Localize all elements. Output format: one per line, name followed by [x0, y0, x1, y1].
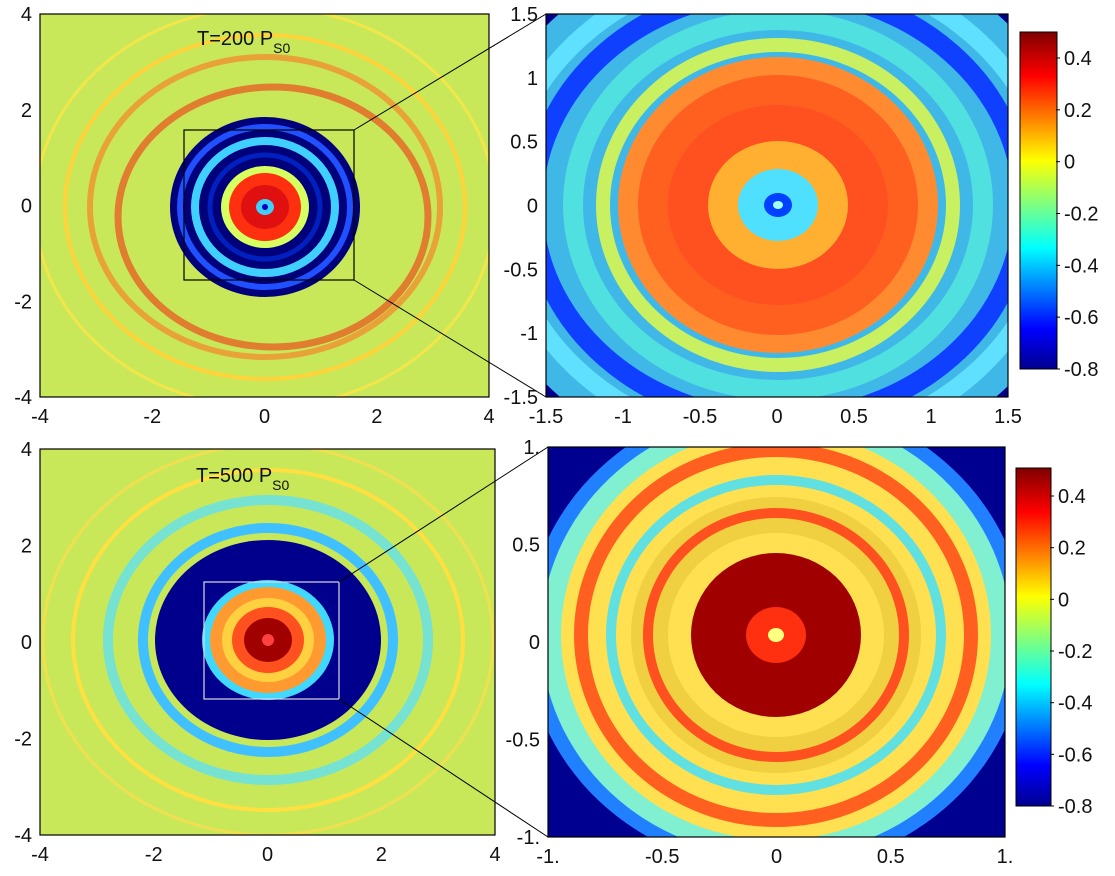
x-tick-label: -2 [143, 406, 161, 428]
x-tick-label: 0.5 [877, 846, 905, 868]
zoom-box [183, 129, 355, 281]
y-tick-label: 0 [21, 196, 32, 218]
colorbar-tick-label: 0 [1064, 152, 1075, 174]
x-tick-label: -4 [31, 844, 49, 866]
heatmap-panel-t200-full [40, 14, 489, 397]
heatmap-panel-t500-zoom [548, 447, 1005, 837]
colorbar-tick-label: -0.2 [1058, 641, 1092, 663]
colorbar [1019, 31, 1058, 370]
y-tick-label: -1.5 [504, 387, 538, 409]
y-tick-label: 0.5 [510, 132, 538, 154]
y-tick-label: 2 [21, 100, 32, 122]
colorbar-tick-label: -0.4 [1058, 693, 1092, 715]
x-tick-label: 0.5 [840, 406, 868, 428]
x-tick-label: -1 [614, 406, 632, 428]
density-ring [606, 475, 946, 795]
x-tick-label: 1 [925, 406, 936, 428]
x-tick-label: -4 [31, 406, 49, 428]
zoom-connector-line [338, 698, 549, 838]
colorbar-tick-label: -0.8 [1058, 796, 1092, 818]
x-tick-label: -0.5 [683, 406, 717, 428]
axes-frame [39, 13, 490, 398]
x-tick-label: 4 [489, 844, 500, 866]
y-tick-label: -0.5 [504, 259, 538, 281]
y-tick-label: 0.5 [512, 535, 540, 557]
y-tick-label: 0 [529, 632, 540, 654]
density-ring [87, 54, 443, 360]
axes-frame [545, 13, 1009, 398]
colorbar [1015, 467, 1052, 807]
y-tick-label: 0 [21, 632, 32, 654]
density-ring [574, 447, 978, 827]
zoom-connector-line [338, 446, 549, 583]
colorbar-tick-label: 0.2 [1058, 538, 1086, 560]
colorbar-tick-label: 0.4 [1058, 486, 1086, 508]
density-ring [71, 468, 465, 812]
density-ring [41, 449, 495, 835]
y-tick-label: -2 [14, 291, 32, 313]
colorbar-tick-label: -0.8 [1064, 359, 1098, 381]
panel-annotation: T=200 PS0 [197, 28, 291, 56]
zoom-connector-line [353, 13, 547, 131]
colorbar-tick-label: 0.2 [1064, 100, 1092, 122]
y-tick-label: 1. [523, 437, 540, 459]
axes-frame [547, 446, 1006, 838]
axes-frame [39, 448, 496, 836]
colorbar-tick-label: 0 [1058, 589, 1069, 611]
density-ring [773, 201, 783, 209]
colorbar-tick-label: -0.6 [1064, 307, 1098, 329]
density-ring [563, 14, 993, 397]
density-ring [768, 628, 784, 642]
y-tick-label: 4 [21, 4, 32, 26]
y-tick-label: 0 [527, 196, 538, 218]
x-tick-label: 2 [376, 844, 387, 866]
x-tick-label: -2 [145, 844, 163, 866]
colorbar-tick-label: -0.2 [1064, 204, 1098, 226]
y-tick-label: -4 [14, 825, 32, 847]
density-ring [596, 38, 960, 372]
y-tick-label: -1. [517, 827, 540, 849]
density-ring [103, 495, 433, 785]
y-tick-label: -1 [520, 323, 538, 345]
colorbar-tick-label: -0.4 [1064, 255, 1098, 277]
x-tick-label: 0 [259, 406, 270, 428]
y-tick-label: 1 [527, 68, 538, 90]
density-ring [262, 204, 268, 210]
colorbar-tick-label: -0.6 [1058, 744, 1092, 766]
panel-annotation: T=500 PS0 [196, 465, 290, 493]
y-tick-label: 1.5 [510, 4, 538, 26]
x-tick-label: 0 [262, 844, 273, 866]
heatmap-panel-t200-zoom [546, 14, 1008, 397]
x-tick-label: -0.5 [645, 846, 679, 868]
y-tick-label: -0.5 [506, 730, 540, 752]
density-ring [262, 634, 274, 646]
density-ring [138, 523, 398, 757]
x-tick-label: 0 [771, 846, 782, 868]
density-ring [191, 137, 339, 277]
x-tick-label: 0 [771, 406, 782, 428]
density-ring [643, 508, 909, 762]
heatmap-panel-t500-full [40, 449, 495, 835]
density-ring [114, 83, 432, 351]
density-ring [63, 33, 467, 381]
zoom-box [203, 581, 340, 700]
x-tick-label: 4 [483, 406, 494, 428]
x-tick-label: 1. [997, 846, 1014, 868]
x-tick-label: -1. [536, 846, 559, 868]
y-tick-label: -4 [14, 387, 32, 409]
density-ring [177, 124, 353, 290]
zoom-connector-line [353, 279, 547, 398]
y-tick-label: 2 [21, 536, 32, 558]
x-tick-label: 1.5 [994, 406, 1022, 428]
y-tick-label: -2 [14, 729, 32, 751]
x-tick-label: 2 [371, 406, 382, 428]
density-ring [207, 152, 323, 262]
x-tick-label: -1.5 [529, 406, 563, 428]
colorbar-tick-label: 0.4 [1064, 48, 1092, 70]
y-tick-label: 4 [21, 439, 32, 461]
